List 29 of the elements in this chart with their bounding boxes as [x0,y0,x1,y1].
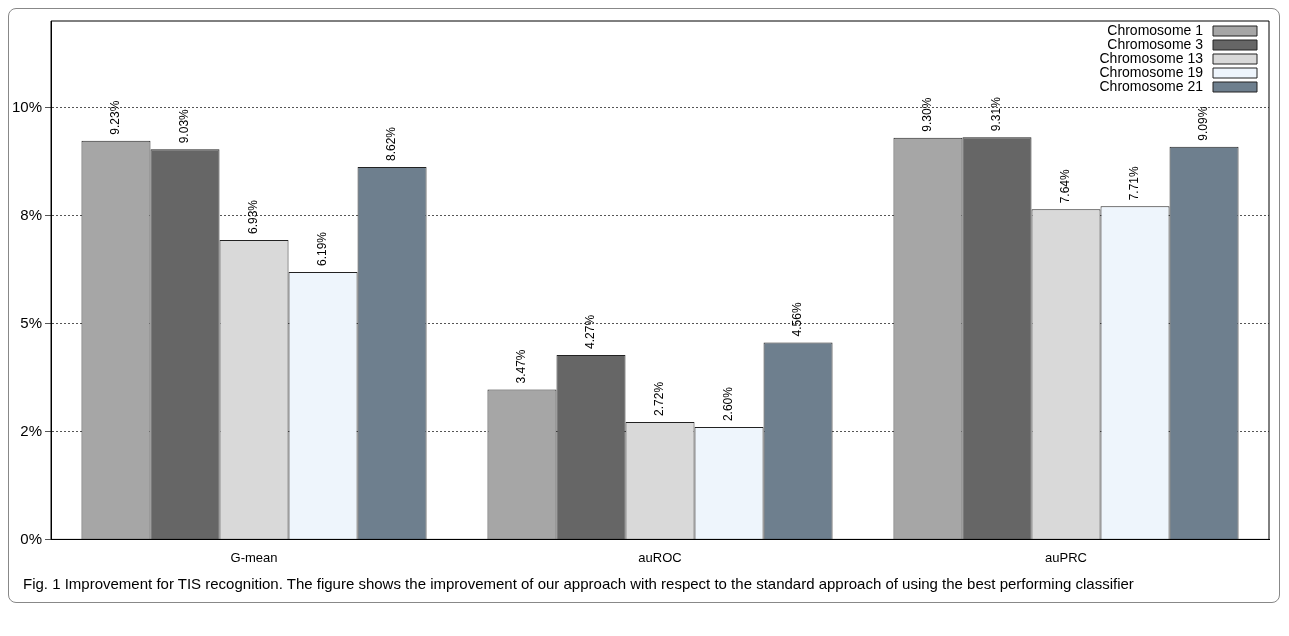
legend-label: Chromosome 13 [1099,49,1204,66]
y-tick-label: 2% [20,421,43,439]
x-tick-label: auROC [638,549,682,565]
y-tick-label: 10% [11,97,43,115]
caption: Fig. 1 Improvement for TIS recognition. The figure shows the improvement of our approach with respect to the standard approach of using the best performing classifier [23,575,1135,592]
y-tick-label: 5% [20,313,43,331]
data-label: 6.19% [315,231,330,266]
data-label: 2.60% [721,386,736,422]
data-label: 6.93% [246,199,261,235]
x-tick-label: auPRC [1045,549,1087,565]
data-label: 9.23% [108,100,123,135]
data-label: 9.09% [1196,106,1211,141]
data-label: 9.03% [177,108,192,144]
x-tick-label: G-mean [230,549,278,565]
data-label: 7.71% [1127,165,1142,201]
y-tick-label: 8% [20,205,43,223]
data-label: 9.31% [989,96,1004,132]
data-label: 2.72% [652,381,667,416]
legend-label: Chromosome 1 [1107,21,1204,38]
data-label: 8.62% [384,126,399,162]
data-label: 4.27% [583,314,598,349]
data-label: 7.64% [1058,169,1073,204]
data-label: 4.56% [790,302,805,337]
data-label: 9.30% [920,97,935,132]
legend-label: Chromosome 3 [1107,35,1204,52]
y-tick-label: 0% [20,529,43,547]
data-label: 3.47% [514,349,529,384]
legend-label: Chromosome 19 [1099,63,1204,80]
legend-label: Chromosome 21 [1099,77,1204,94]
